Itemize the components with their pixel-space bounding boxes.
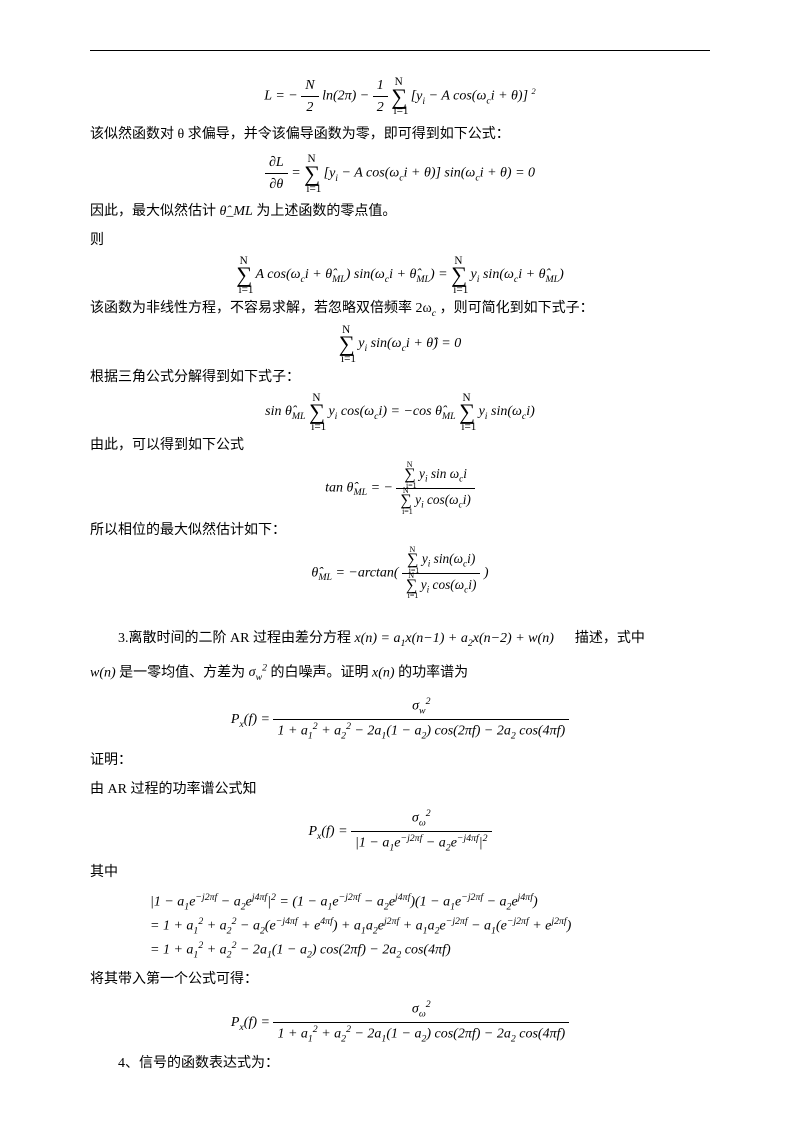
q3a: 3.离散时间的二阶 AR 过程由差分方程 [118,631,354,646]
q3b: 描述，式中 [575,631,645,646]
para-4b: ，则可简化到如下式子： [440,301,594,316]
formula-Px1: Px(f) = σw2 1 + a12 + a22 − 2a1(1 − a2) … [90,695,710,744]
formula-eq7: θ̂ML = −arctan( ∑Ni=1 yi sin(ωci) ∑Ni=1 … [90,548,710,598]
q3c: 是一零均值、方差为 [119,665,249,680]
para-3: 则 [90,230,710,252]
problem3-line1: 3.离散时间的二阶 AR 过程由差分方程 x(n) = a1x(n−1) + a… [90,628,710,651]
proof-label: 证明： [90,750,710,772]
q3-eq: x(n) = a1x(n−1) + a2x(n−2) + w(n) [354,631,553,646]
formula-L: L = − N2 ln(2π) − 12 ∑Ni=1 [yi − A cos(ω… [90,75,710,118]
para-2b: 为上述函数的零点值。 [256,204,396,219]
formula-dLdtheta: ∂L∂θ = ∑Ni=1 [yi − A cos(ωci + θ)] sin(ω… [90,152,710,195]
proof-line3: 将其带入第一个公式可得： [90,969,710,991]
formula-expand: |1 − a1e−j2πf − a2ej4πf|2 = (1 − a1e−j2π… [90,891,710,963]
top-rule [90,50,710,51]
proof-line1: 由 AR 过程的功率谱公式知 [90,779,710,801]
formula-eq6: tan θ̂ML = − ∑Ni=1 yi sin ωci ∑Ni=1 yi c… [90,463,710,513]
problem3-line2: w(n) 是一零均值、方差为 σw2 的白噪声。证明 x(n) 的功率谱为 [90,658,710,689]
formula-eq3: ∑Ni=1 A cos(ωci + θ̂ML) sin(ωci + θ̂ML) … [90,258,710,292]
sigma-w2: σw2 [249,665,267,680]
q3e: 的功率谱为 [398,665,468,680]
thetaML-inline: θ̂_ML [220,204,253,219]
para-2: 因此，最大似然估计 θ̂_ML 为上述函数的零点值。 [90,201,710,223]
para-6: 由此，可以得到如下公式 [90,435,710,457]
proof-line2: 其中 [90,862,710,884]
page: L = − N2 ln(2π) − 12 ∑Ni=1 [yi − A cos(ω… [0,0,800,1121]
formula-Px2: Px(f) = σω2 |1 − a1e−j2πf − a2e−j4πf|2 [90,807,710,856]
formula-eq4: ∑Ni=1 yi sin(ωci + θ̂) = 0 [90,327,710,361]
para-1: 该似然函数对 θ 求偏导，并令该偏导函数为零，即可得到如下公式： [90,124,710,146]
para-5: 根据三角公式分解得到如下式子： [90,367,710,389]
para-7: 所以相位的最大似然估计如下： [90,520,710,542]
xn: x(n) [372,665,395,680]
para-4a: 该函数为非线性方程，不容易求解，若忽略双倍频率 2ω [90,301,432,316]
para-4: 该函数为非线性方程，不容易求解，若忽略双倍频率 2ωc ，则可简化到如下式子： [90,298,710,321]
wn: w(n) [90,665,116,680]
formula-eq5: sin θ̂ML ∑Ni=1 yi cos(ωci) = −cos θ̂ML ∑… [90,395,710,429]
q3d: 的白噪声。证明 [271,665,373,680]
para-2a: 因此，最大似然估计 [90,204,220,219]
formula-Px3: Px(f) = σω2 1 + a12 + a22 − 2a1(1 − a2) … [90,998,710,1047]
problem4: 4、信号的函数表达式为： [90,1053,710,1075]
